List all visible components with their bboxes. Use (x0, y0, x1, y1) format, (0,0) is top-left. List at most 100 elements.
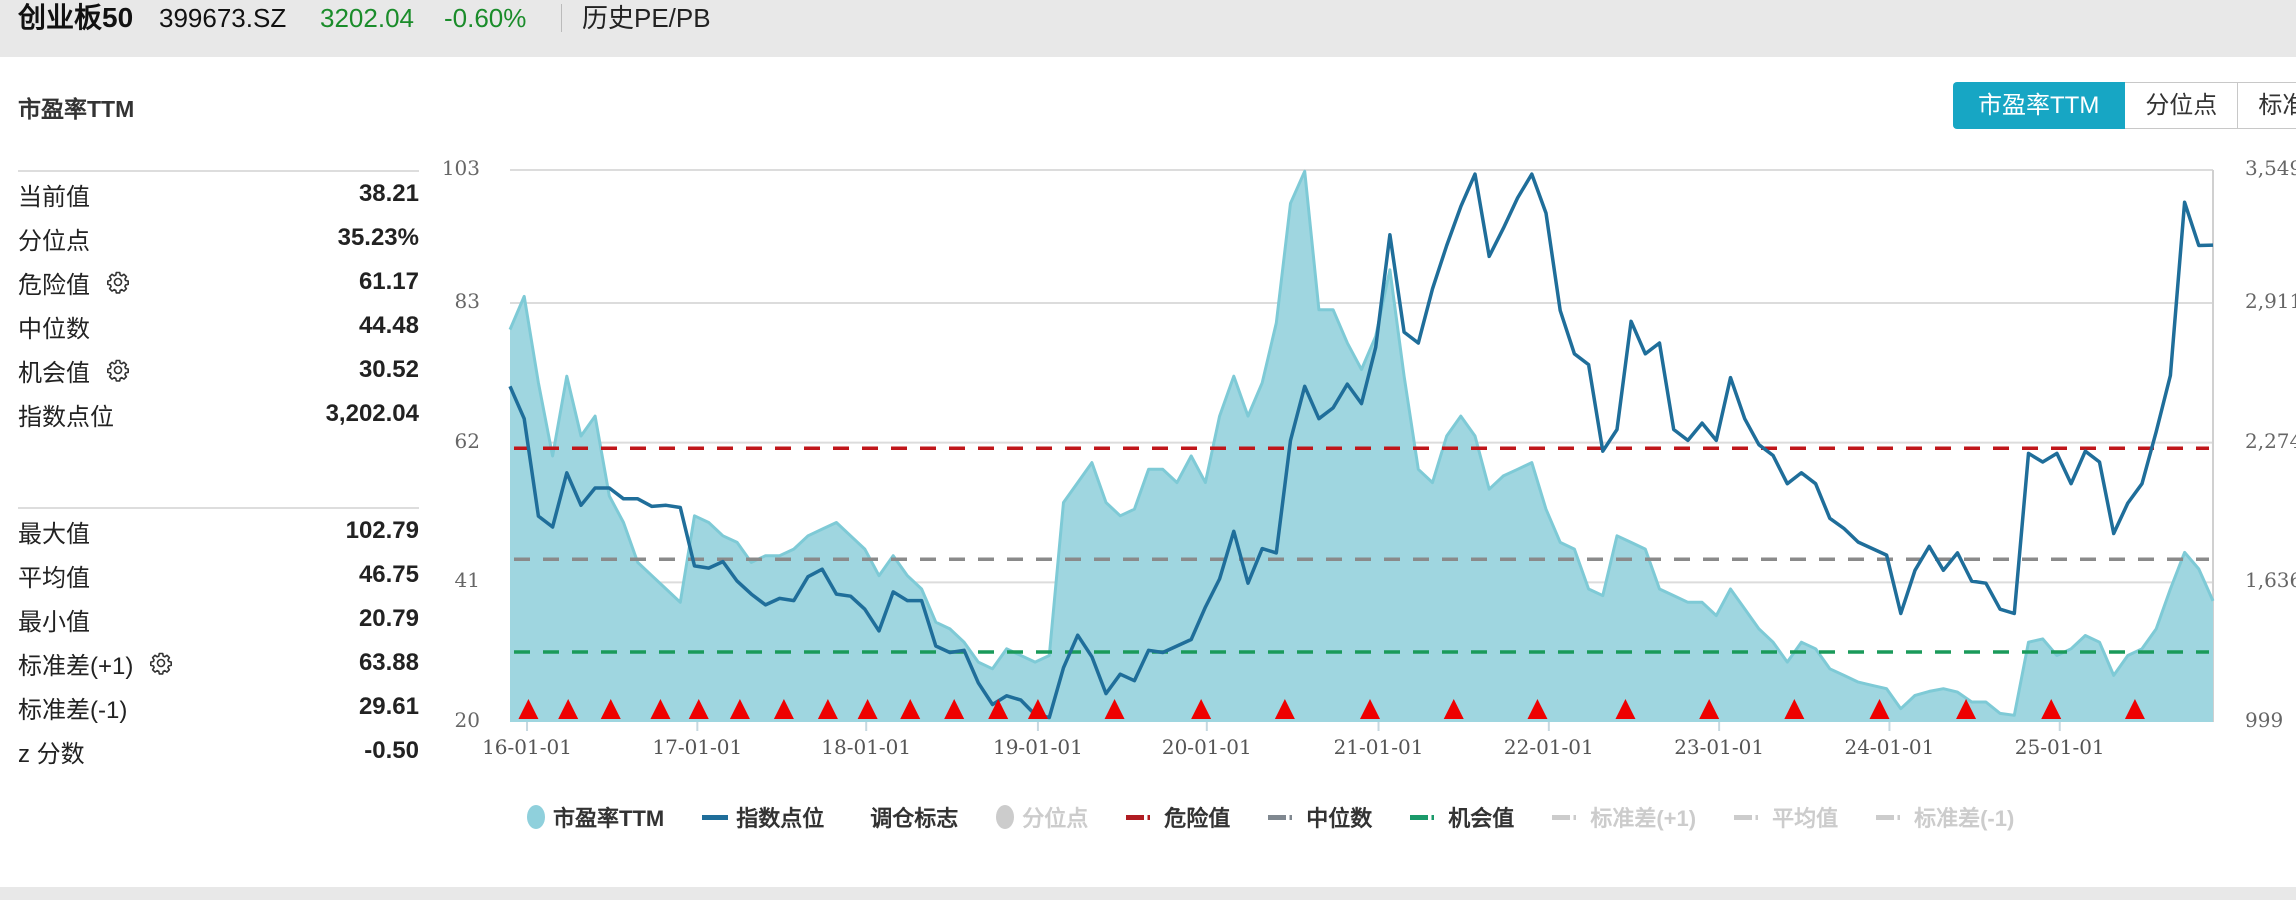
stat-row: 指数点位 3,202.04 (18, 392, 419, 436)
stat-row: 中位数 44.48 (18, 304, 419, 348)
stat-value: -0.50 (364, 737, 419, 764)
rebalance-marker (1027, 699, 1048, 719)
rebalance-marker (1527, 699, 1548, 719)
gear-icon[interactable] (149, 651, 173, 675)
x-tick-label: 25-01-01 (2014, 735, 2105, 759)
stat-row: 最大值 102.79 (18, 509, 419, 553)
x-tick-label: 22-01-01 (1503, 735, 1594, 759)
stat-label: 指数点位 (18, 397, 114, 432)
y-right-tick-label: 2,911 (2245, 289, 2296, 313)
y-right-tick-label: 1,636 (2245, 568, 2296, 593)
y-left-tick-label: 103 (441, 156, 480, 180)
stat-label: 标准差(-1) (18, 690, 127, 725)
index-change: -0.60% (444, 3, 527, 33)
tab-pe-ttm[interactable]: 市盈率TTM (1953, 82, 2126, 129)
rebalance-marker (1191, 699, 1212, 719)
legend-label: 标准差(-1) (1914, 806, 2015, 831)
gear-icon[interactable] (106, 270, 130, 294)
y-right-tick-label: 999 (2245, 708, 2284, 732)
dashed-line-icon (1552, 814, 1583, 820)
pe-ttm-line (508, 169, 2215, 717)
stat-value: 102.79 (345, 517, 419, 544)
stat-row: 标准差(-1) 29.61 (18, 685, 419, 729)
stat-label: 标准差(+1) (18, 646, 173, 681)
stat-row: 平均值 46.75 (18, 553, 419, 597)
legend-label: 危险值 (1164, 806, 1231, 831)
x-tick-label: 16-01-01 (482, 735, 572, 759)
history-pe-pb-tab[interactable]: 历史PE/PB (582, 3, 711, 33)
index-price: 3202.04 (320, 3, 414, 33)
legend-item[interactable]: 中位数 (1268, 801, 1372, 833)
legend-item[interactable]: 平均值 (1734, 801, 1838, 833)
stat-row: 机会值 30.52 (18, 348, 419, 392)
x-tick-label: 21-01-01 (1333, 735, 1424, 759)
stat-label: 最大值 (18, 514, 90, 549)
index-name: 创业板50 (18, 2, 134, 33)
stat-label-text: 危险值 (18, 271, 90, 299)
stat-label: 机会值 (18, 353, 130, 388)
tab-std-dev[interactable]: 标准差 (2238, 82, 2296, 129)
header-divider (561, 4, 562, 32)
rebalance-marker (1443, 699, 1464, 719)
stat-value: 29.61 (358, 693, 419, 720)
rebalance-marker (1869, 699, 1890, 719)
stat-label-text: 平均值 (18, 564, 90, 592)
stat-label: 分位点 (18, 221, 90, 256)
rebalance-marker (518, 699, 539, 719)
stat-label-text: 标准差(+1) (18, 652, 134, 680)
metric-tabs: 市盈率TTM 分位点 标准差 (1953, 82, 2296, 129)
legend-item[interactable]: 调仓标志 (862, 801, 958, 833)
rebalance-marker (2124, 699, 2145, 719)
legend-label: 市盈率TTM (553, 806, 665, 831)
rebalance-marker (2041, 699, 2062, 719)
stat-row: 最小值 20.79 (18, 597, 419, 641)
y-right-tick-label: 2,274 (2245, 428, 2296, 453)
rebalance-marker (650, 699, 671, 719)
index-header: 创业板50 399673.SZ 3202.04 -0.60% 历史PE/PB (0, 0, 2296, 57)
legend-item[interactable]: 标准差(+1) (1552, 801, 1696, 833)
rebalance-marker (1615, 699, 1636, 719)
x-tick-label: 23-01-01 (1674, 735, 1765, 759)
legend-label: 中位数 (1306, 806, 1373, 831)
legend-label: 指数点位 (736, 806, 825, 831)
stat-value: 46.75 (358, 561, 419, 588)
stat-label: 危险值 (18, 265, 130, 300)
stat-label: 中位数 (18, 309, 90, 344)
legend-item[interactable]: 市盈率TTM (527, 801, 664, 833)
dashed-line-icon (1126, 814, 1157, 820)
stats-panel-summary: 最大值 102.79 平均值 46.75 最小值 20.79 标准差(+1) 63.88 标准差… (18, 507, 419, 773)
y-left-tick-label: 83 (454, 289, 480, 313)
legend-label: 平均值 (1772, 806, 1839, 831)
rebalance-marker (900, 699, 921, 719)
rebalance-marker (944, 699, 965, 719)
stat-label-text: 标准差(-1) (18, 696, 128, 724)
rebalance-marker (1360, 699, 1381, 719)
legend-item[interactable]: 指数点位 (702, 801, 824, 833)
stat-label: 最小值 (18, 602, 90, 637)
tab-percentile[interactable]: 分位点 (2125, 82, 2239, 129)
stat-value: 3,202.04 (325, 400, 419, 427)
rebalance-marker (1699, 699, 1720, 719)
stats-panel-current: 当前值 38.21 分位点 35.23% 危险值 61.17 中位数 44.48 机会值 30.5… (18, 170, 419, 436)
x-tick-label: 19-01-01 (992, 735, 1083, 759)
stat-row: 危险值 61.17 (18, 260, 419, 304)
legend-item[interactable]: 分位点 (996, 801, 1088, 833)
stat-row: z 分数 -0.50 (18, 729, 419, 773)
legend-label: 分位点 (1022, 806, 1089, 831)
legend-item[interactable]: 危险值 (1126, 801, 1230, 833)
stat-value: 35.23% (337, 224, 419, 251)
index-code: 399673.SZ (159, 3, 287, 33)
rebalance-marker (817, 699, 838, 719)
legend-item[interactable]: 机会值 (1410, 801, 1514, 833)
x-tick-label: 18-01-01 (821, 735, 912, 759)
gear-icon[interactable] (106, 358, 130, 382)
dashed-line-icon (1410, 814, 1441, 820)
stat-label-text: z 分数 (18, 740, 85, 768)
rebalance-marker (600, 699, 621, 719)
section-title: 市盈率TTM (18, 96, 135, 122)
stat-label: z 分数 (18, 734, 85, 769)
stat-value: 44.48 (358, 312, 419, 339)
stat-row: 分位点 35.23% (18, 216, 419, 260)
legend-item[interactable]: 标准差(-1) (1876, 801, 2014, 833)
